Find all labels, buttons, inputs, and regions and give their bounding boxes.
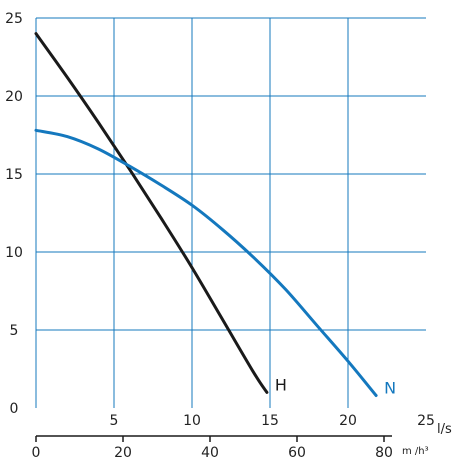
x2-tick-labels: 0 20 40 60 80 <box>32 445 393 458</box>
x2-tick-label: 40 <box>201 445 219 458</box>
y-tick-label: 5 <box>10 323 19 339</box>
x-tick-label: 25 <box>417 413 435 429</box>
x2-tick-label: 80 <box>375 445 393 458</box>
grid-lines <box>36 17 426 408</box>
x2-tick-label: 20 <box>114 445 132 458</box>
x2-tick-label: 60 <box>288 445 306 458</box>
x-tick-labels: 5 10 15 20 25 <box>110 413 435 429</box>
y-tick-label: 20 <box>5 89 23 105</box>
y-tick-label: 15 <box>5 167 23 183</box>
x2-tick-label: 0 <box>32 445 41 458</box>
y-tick-label: 10 <box>5 245 23 261</box>
series-label-N: N <box>384 379 396 398</box>
y-tick-label: 0 <box>10 401 19 417</box>
x2-axis-unit-label: m /h³ <box>402 446 429 457</box>
x-tick-label: 10 <box>183 413 201 429</box>
series-line-N <box>34 128 378 397</box>
x-tick-label: 20 <box>339 413 357 429</box>
x-tick-label: 15 <box>261 413 279 429</box>
axes <box>35 18 392 442</box>
x-tick-label: 5 <box>110 413 119 429</box>
series-line-H <box>34 32 269 394</box>
y-tick-labels: 0 5 10 15 20 25 <box>5 11 23 417</box>
y-tick-label: 25 <box>5 11 23 27</box>
series-label-H: H <box>275 375 287 394</box>
x-axis-unit-label: l/s <box>437 422 452 437</box>
